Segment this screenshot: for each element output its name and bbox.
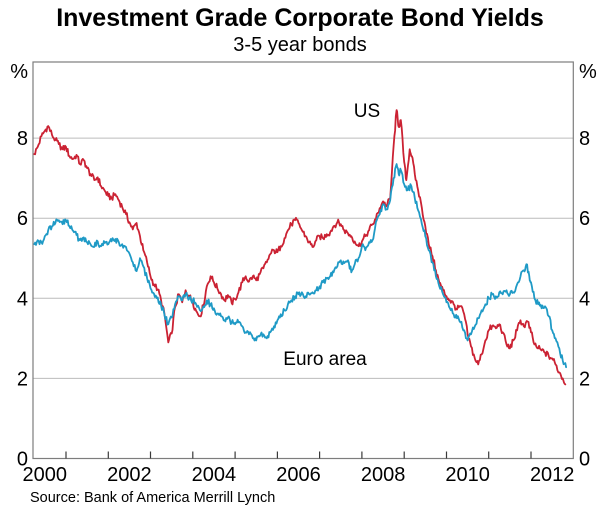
x-tick-label: 2006 <box>276 464 321 486</box>
x-tick-label: 2002 <box>107 464 152 486</box>
x-tick-label: 2012 <box>530 464 575 486</box>
us-yield-line <box>33 109 567 386</box>
series-label-us: US <box>354 101 380 122</box>
x-tick-label: 2010 <box>445 464 490 486</box>
plot-border <box>32 61 574 460</box>
series-label-euro-area: Euro area <box>283 349 367 370</box>
series-layer <box>33 109 567 386</box>
y-tick-label-left: 2 <box>17 368 28 390</box>
y-tick-label-right: 6 <box>579 208 590 230</box>
y-tick-label-left: 4 <box>17 288 28 310</box>
x-tick-labels-layer: 2000 2002 2004 2006 2008 2010 2012 <box>23 464 575 486</box>
y-tick-label-left: 8 <box>17 128 28 150</box>
x-ticks-layer <box>65 451 532 459</box>
x-tick-label: 2008 <box>361 464 406 486</box>
y-tick-label-left: 6 <box>17 208 28 230</box>
chart-subtitle: 3-5 year bonds <box>233 34 366 56</box>
y-axis-unit-right: % <box>579 61 597 83</box>
y-tick-labels-layer: 0 0 2 2 4 4 6 6 8 8 <box>17 128 590 470</box>
y-tick-label-right: 2 <box>579 368 590 390</box>
x-tick-label: 2004 <box>192 464 237 486</box>
gridlines-layer <box>33 137 574 379</box>
y-tick-label-right: 8 <box>579 128 590 150</box>
y-axis-unit-left: % <box>10 61 28 83</box>
euro-area-yield-line <box>33 163 567 369</box>
chart-title: Investment Grade Corporate Bond Yields <box>56 4 544 32</box>
source-note: Source: Bank of America Merrill Lynch <box>30 490 275 506</box>
y-tick-label-right: 4 <box>579 288 590 310</box>
y-tick-label-right: 0 <box>579 449 590 471</box>
y-tick-label-left: 0 <box>17 449 28 471</box>
x-tick-label: 2000 <box>23 464 68 486</box>
